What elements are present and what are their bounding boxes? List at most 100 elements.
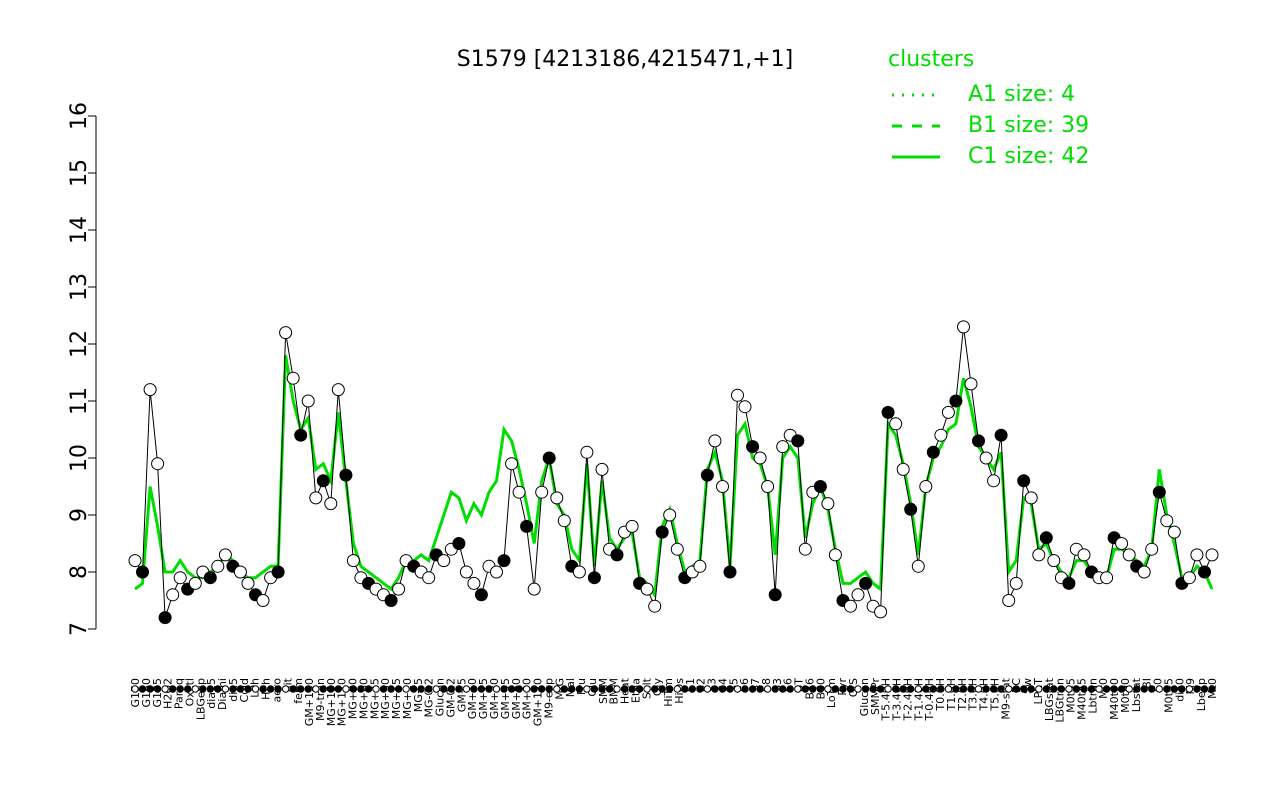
data-point bbox=[309, 491, 323, 505]
rug-mark bbox=[1042, 685, 1051, 693]
data-point bbox=[166, 588, 180, 602]
data-point bbox=[813, 480, 827, 493]
rug-mark bbox=[907, 685, 915, 693]
data-point bbox=[542, 451, 556, 465]
rug-mark bbox=[613, 685, 621, 693]
rug-mark bbox=[432, 685, 440, 693]
data-point bbox=[331, 383, 345, 397]
data-point bbox=[1182, 571, 1196, 585]
rug-mark bbox=[884, 685, 892, 693]
chart-title: S1579 [4213186,4215471,+1] bbox=[457, 47, 794, 72]
rug-mark bbox=[515, 685, 523, 693]
data-point bbox=[1198, 565, 1211, 579]
rug-mark bbox=[274, 685, 282, 693]
rug-mark bbox=[259, 685, 267, 693]
rug-mark bbox=[1200, 685, 1209, 693]
data-point bbox=[580, 445, 594, 459]
rug-mark bbox=[568, 685, 576, 693]
rug-mark bbox=[794, 685, 802, 693]
rug-mark bbox=[1155, 685, 1164, 693]
data-point bbox=[1002, 594, 1016, 607]
rug-mark bbox=[214, 685, 222, 693]
rug-mark bbox=[876, 685, 885, 693]
rug-mark bbox=[628, 685, 636, 693]
rug-mark bbox=[831, 685, 840, 693]
rug-mark bbox=[440, 685, 448, 693]
data-point bbox=[557, 514, 571, 528]
x-tick-label: Oxctl bbox=[183, 678, 196, 706]
rug-mark bbox=[824, 685, 832, 693]
data-point bbox=[610, 548, 624, 562]
data-point bbox=[505, 457, 519, 471]
data-point bbox=[640, 582, 654, 596]
rug-mark bbox=[153, 685, 162, 693]
data-point bbox=[1039, 531, 1053, 545]
data-point bbox=[964, 377, 978, 391]
data-point bbox=[979, 451, 993, 465]
rug-mark bbox=[899, 685, 907, 693]
data-point bbox=[746, 440, 760, 454]
data-point bbox=[926, 445, 940, 459]
data-points bbox=[128, 320, 1219, 625]
rug-mark bbox=[1110, 685, 1118, 693]
data-point bbox=[474, 588, 488, 602]
data-point bbox=[731, 388, 744, 402]
rug-mark bbox=[485, 685, 493, 693]
rug-mark bbox=[530, 685, 538, 693]
data-point bbox=[1137, 565, 1151, 579]
data-point bbox=[218, 548, 232, 562]
data-point bbox=[663, 508, 677, 522]
rug-mark bbox=[251, 685, 260, 693]
y-tick-label: 9 bbox=[67, 508, 92, 522]
rug-mark bbox=[462, 685, 471, 693]
rug-mark bbox=[703, 685, 712, 693]
rug-mark bbox=[892, 685, 900, 693]
rug-mark bbox=[387, 685, 395, 693]
rug-mark bbox=[643, 685, 651, 693]
rug-mark bbox=[206, 685, 215, 693]
data-point bbox=[957, 320, 970, 334]
rug-mark bbox=[357, 685, 365, 693]
data-point bbox=[1017, 474, 1031, 488]
rug-mark bbox=[304, 685, 312, 693]
rug-mark bbox=[711, 685, 719, 693]
data-point bbox=[535, 485, 549, 499]
rug-mark bbox=[666, 685, 674, 693]
rug-mark bbox=[522, 685, 531, 693]
rug-mark bbox=[410, 685, 418, 693]
rug-mark bbox=[297, 685, 305, 693]
x-tick-label: Etha bbox=[629, 678, 642, 703]
data-point bbox=[572, 565, 586, 579]
data-point bbox=[700, 468, 714, 482]
data-point bbox=[241, 576, 255, 590]
rug-mark bbox=[1035, 685, 1043, 693]
rug-mark bbox=[688, 685, 696, 693]
rug-mark bbox=[372, 685, 380, 693]
rug-mark bbox=[169, 685, 177, 693]
data-point bbox=[158, 611, 172, 625]
data-point bbox=[233, 565, 247, 579]
rug-mark bbox=[1020, 685, 1028, 693]
rug-mark bbox=[184, 685, 192, 693]
rug-mark bbox=[266, 685, 275, 693]
data-point bbox=[1145, 542, 1159, 556]
data-point bbox=[716, 480, 729, 493]
data-point bbox=[128, 554, 142, 568]
rug-mark bbox=[854, 685, 862, 693]
rug-mark bbox=[771, 685, 779, 693]
data-point bbox=[143, 383, 157, 397]
x-tick-label: BI bbox=[1141, 678, 1154, 689]
rug-mark bbox=[651, 685, 659, 693]
rug-mark bbox=[816, 685, 825, 693]
data-point bbox=[753, 451, 767, 465]
rug-mark bbox=[281, 685, 290, 693]
x-tick-label: G135 bbox=[151, 678, 164, 708]
rug-mark bbox=[1102, 685, 1111, 693]
rug-mark bbox=[598, 685, 606, 693]
rug-mark bbox=[1005, 685, 1013, 693]
data-point bbox=[346, 554, 360, 568]
data-point bbox=[791, 434, 805, 448]
rug-mark bbox=[1193, 685, 1201, 693]
rug-mark bbox=[1050, 685, 1058, 693]
rug-mark bbox=[1027, 685, 1035, 693]
